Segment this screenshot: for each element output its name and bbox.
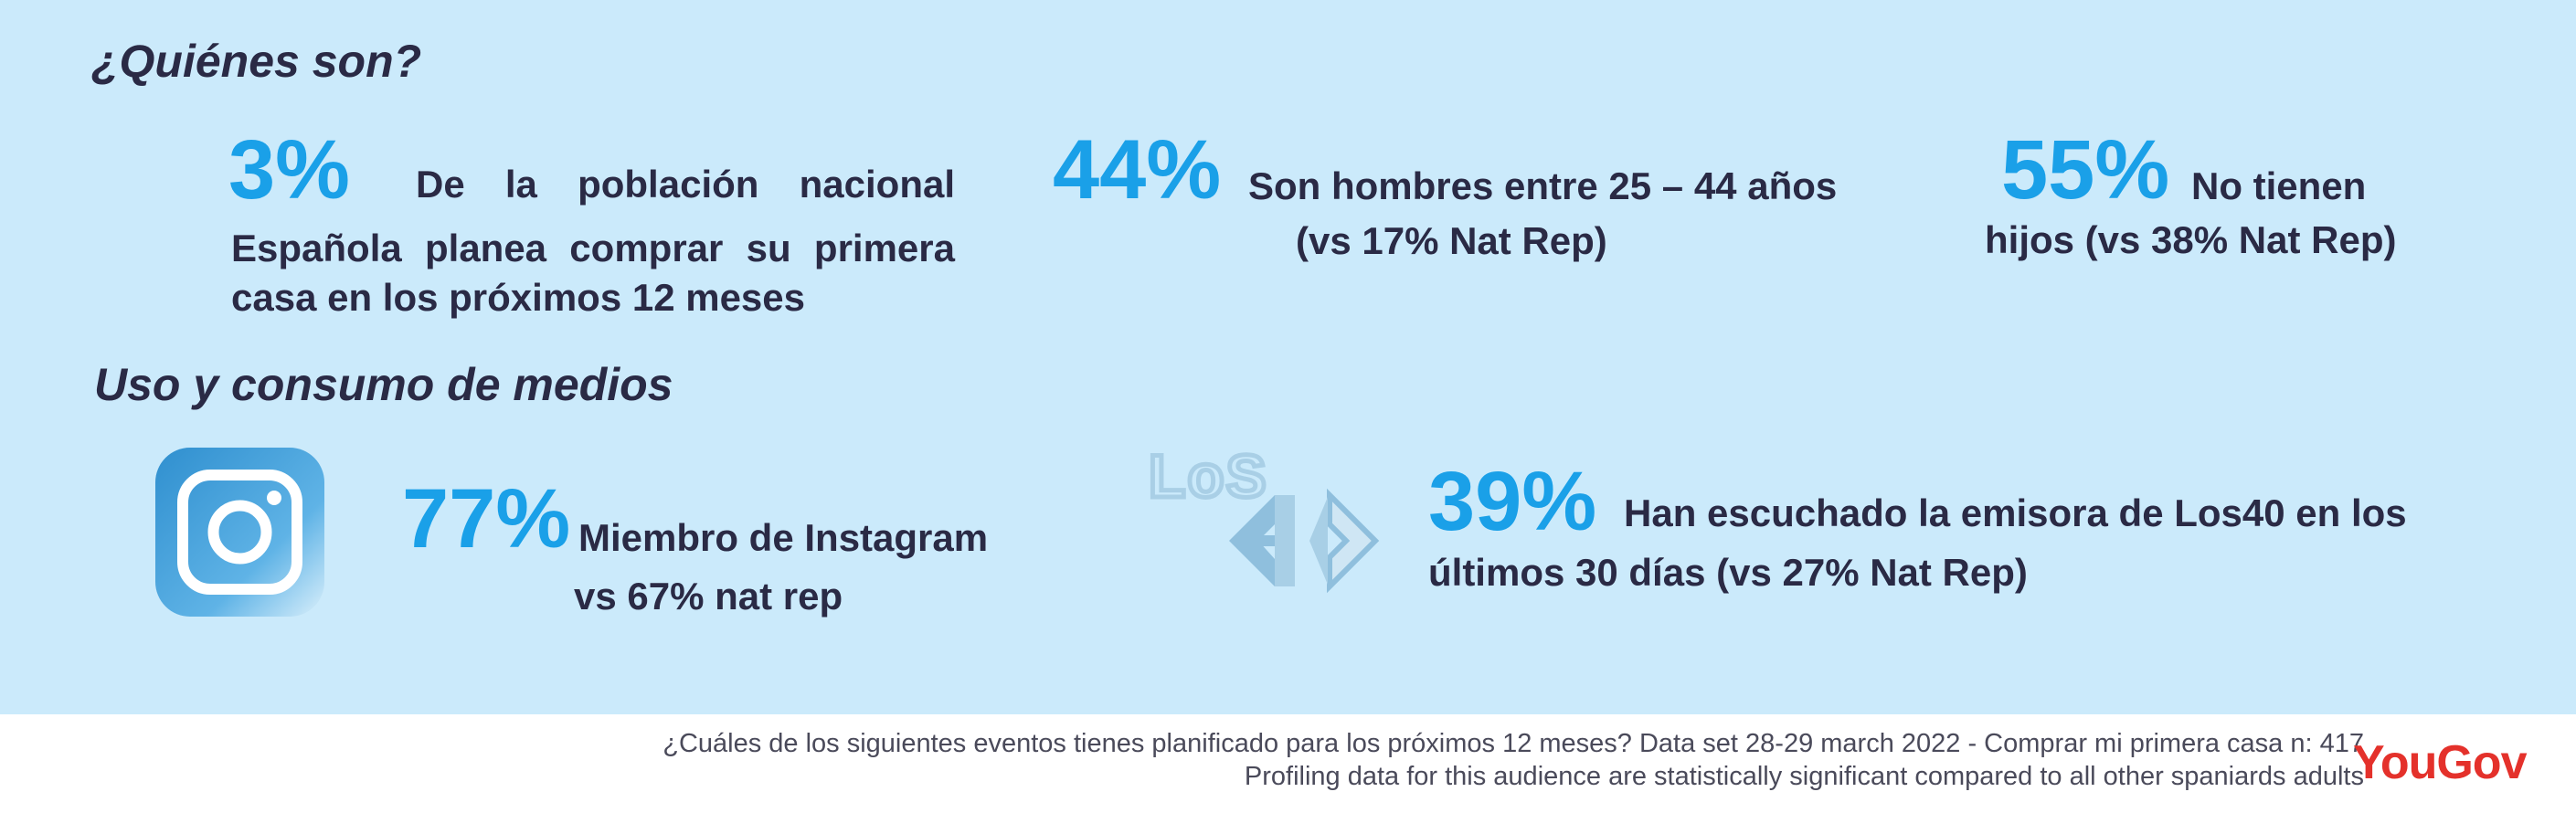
section-title-who: ¿Quiénes son? — [91, 36, 422, 87]
los40-logo-text: LoS — [1149, 442, 1268, 510]
stat-children-line1: No tienen — [2191, 164, 2367, 207]
stat-population-line3: casa en los próximos 12 meses — [231, 276, 806, 319]
section-title-media: Uso y consumo de medios — [94, 359, 673, 410]
stat-population-line1: De la población nacional — [416, 163, 955, 206]
stat-los40-line2: últimos 30 días (vs 27% Nat Rep) — [1428, 551, 2028, 594]
stat-instagram-value: 77% — [402, 472, 571, 565]
stat-men-value: 44% — [1053, 123, 1222, 216]
footer-question: ¿Cuáles de los siguientes eventos tienes… — [663, 729, 2364, 758]
stat-men-line2: (vs 17% Nat Rep) — [1296, 219, 1607, 262]
stat-los40-value: 39% — [1428, 455, 1597, 548]
instagram-icon — [155, 448, 324, 617]
stat-population-line2: Española planea comprar su primera — [231, 227, 955, 269]
content-panel: ¿Quiénes son? 3% De la población naciona… — [0, 0, 2576, 714]
footer-note: Profiling data for this audience are sta… — [1244, 762, 2364, 791]
stat-los40-line1: Han escuchado la emisora de Los40 en los — [1624, 491, 2407, 534]
stat-population-value: 3% — [228, 123, 350, 216]
los40-logo: LoS — [1147, 440, 1421, 596]
stat-instagram-line1: Miembro de Instagram — [578, 516, 989, 559]
stat-children-line2: hijos (vs 38% Nat Rep) — [1985, 218, 2397, 261]
stat-instagram-line2: vs 67% nat rep — [574, 575, 843, 618]
yougov-logo: YouGov — [2353, 736, 2527, 789]
stat-children-value: 55% — [2001, 123, 2170, 216]
stat-men-line1: Son hombres entre 25 – 44 años — [1248, 164, 1838, 207]
